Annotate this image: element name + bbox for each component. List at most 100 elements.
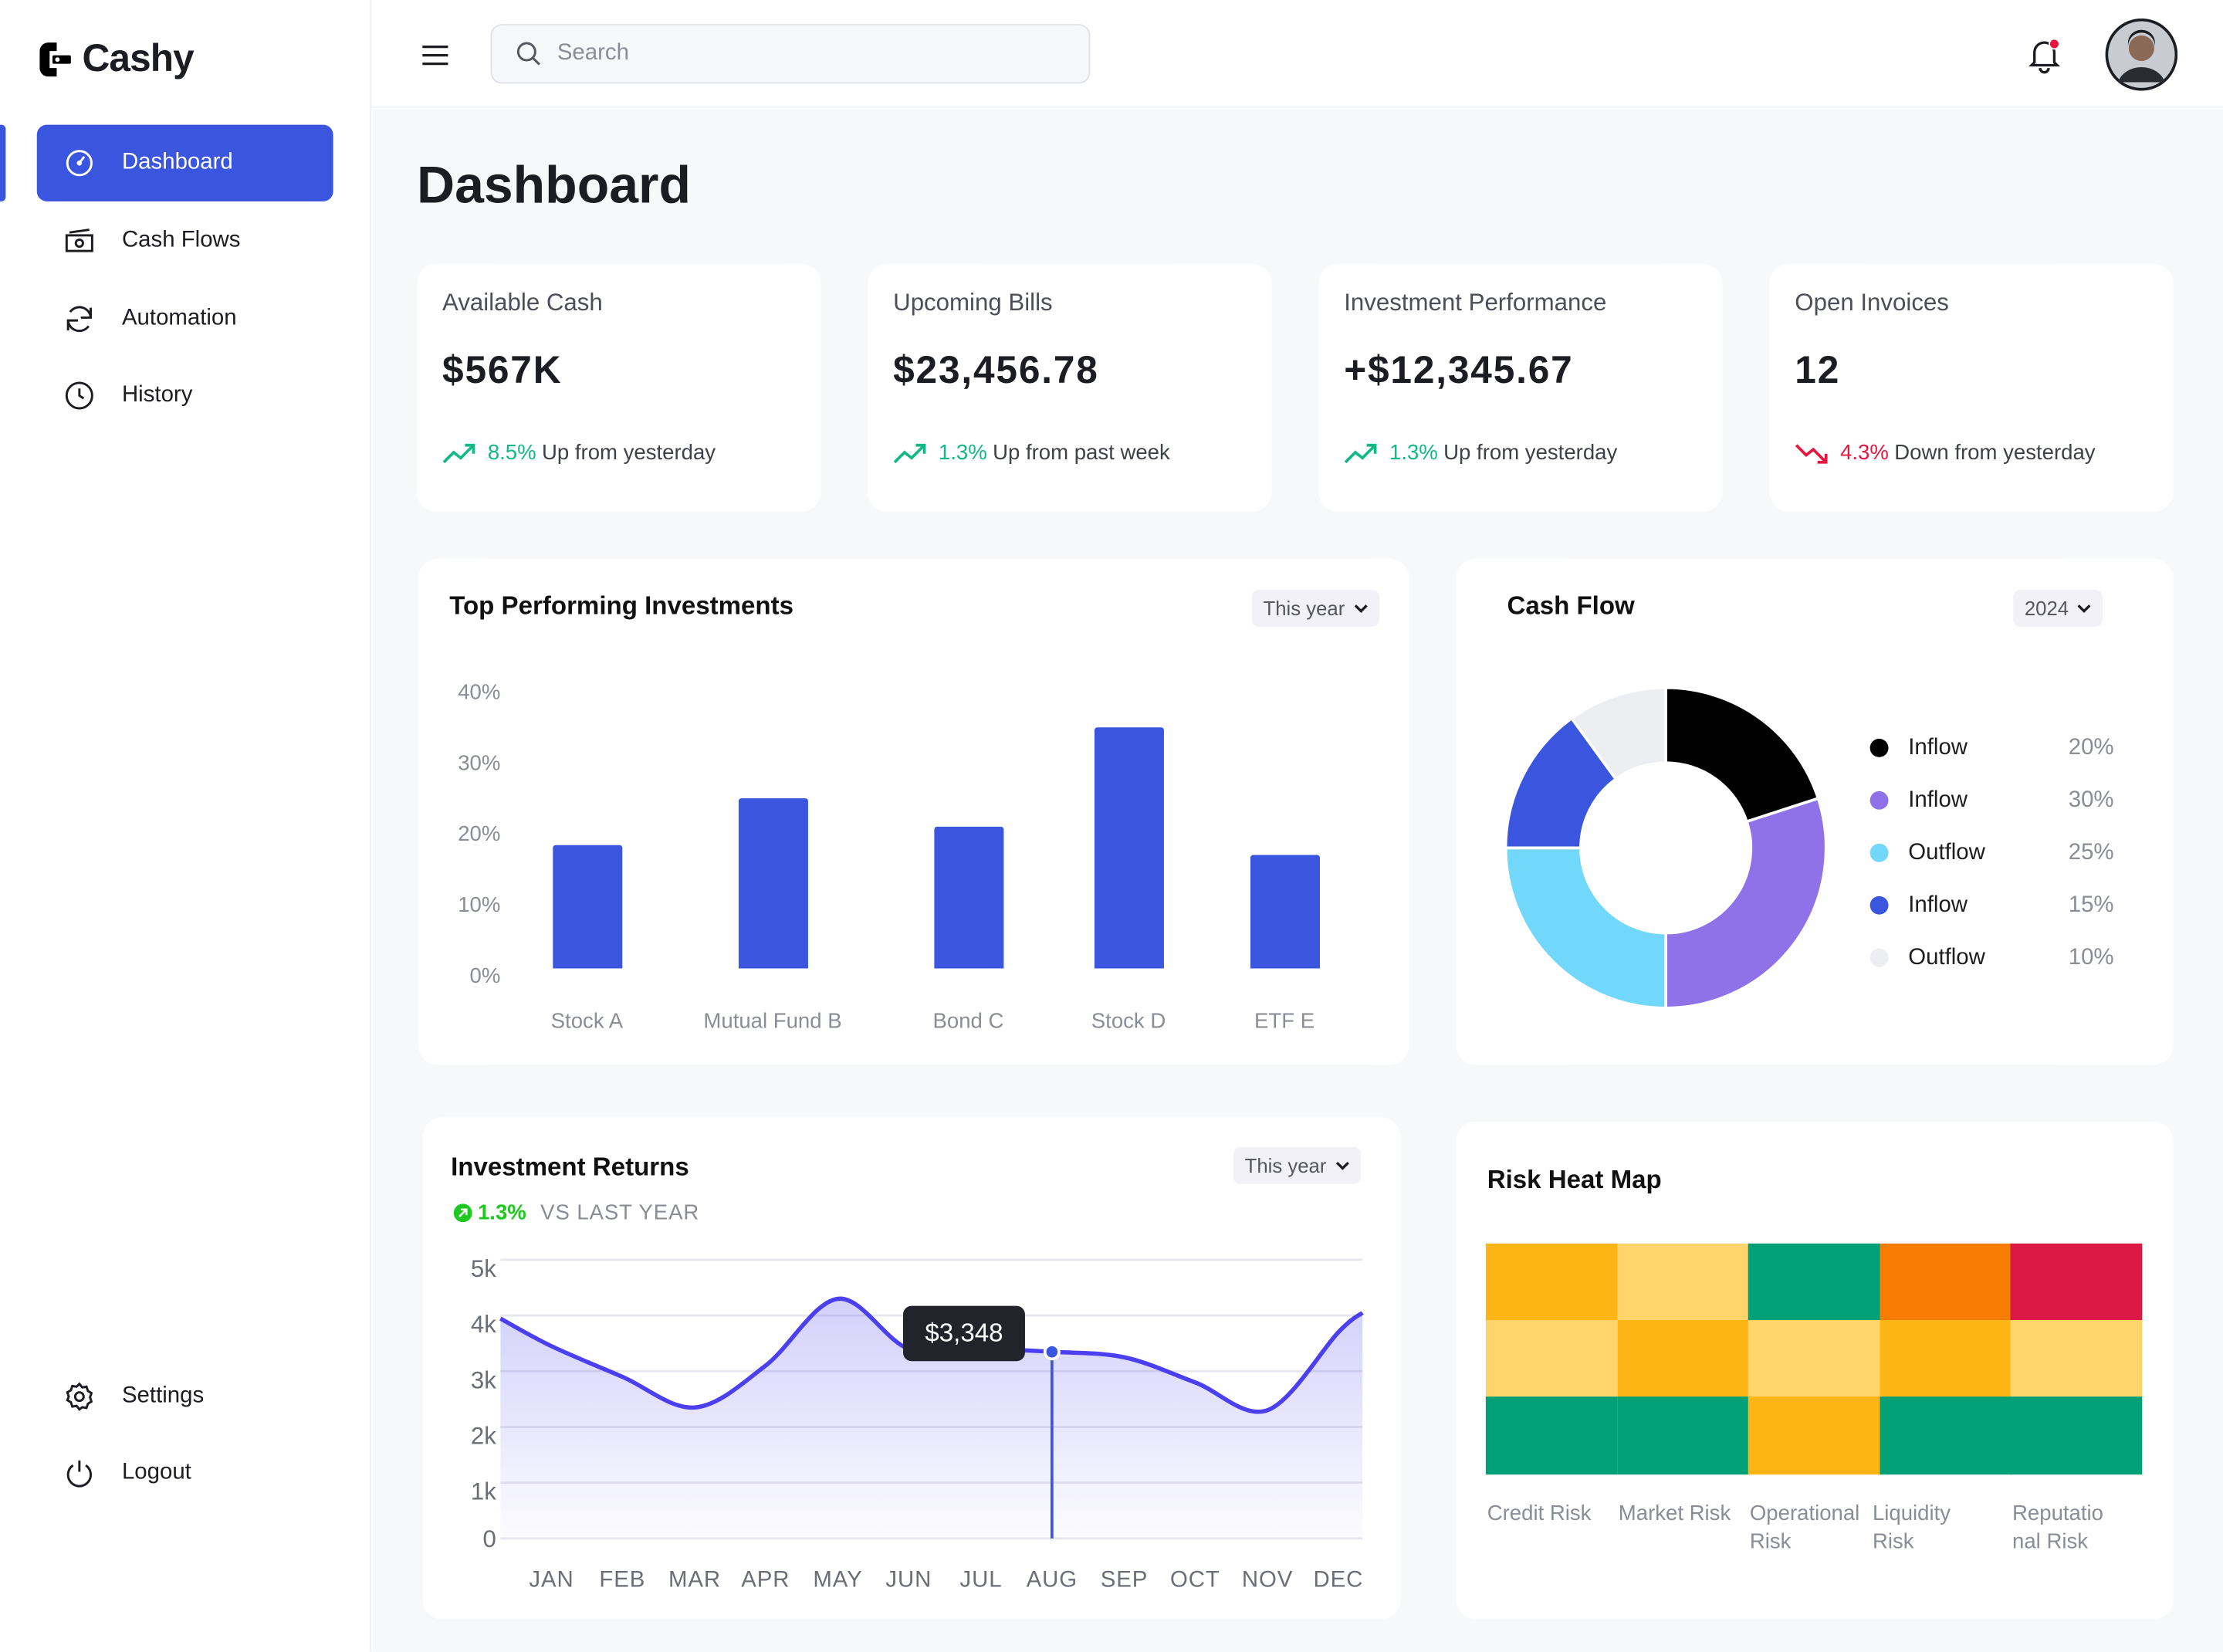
search-icon — [516, 42, 540, 66]
heat-cell[interactable] — [1616, 1243, 1749, 1321]
heat-cell[interactable] — [1616, 1319, 1749, 1398]
legend-label: Inflow — [1908, 892, 1968, 917]
app-logo[interactable]: Cashy — [37, 37, 195, 81]
label-line: Operational — [1749, 1501, 1860, 1526]
x-tick-label: SEP — [1101, 1566, 1149, 1592]
trend-up-icon — [893, 442, 926, 463]
x-tick-label: OCT — [1170, 1566, 1220, 1592]
y-tick-label: 0% — [469, 963, 501, 989]
bar[interactable] — [1094, 727, 1164, 969]
heat-cell[interactable] — [1880, 1396, 2012, 1474]
tooltip-value: $3,348 — [925, 1319, 1003, 1347]
legend-value: 15% — [2068, 892, 2114, 917]
y-tick-label: 0 — [482, 1525, 496, 1552]
period-dropdown[interactable]: This year — [1233, 1146, 1361, 1184]
period-dropdown[interactable]: This year — [1251, 590, 1379, 627]
sidebar-item-cash-flows[interactable]: Cash Flows — [37, 203, 333, 279]
search-input[interactable]: Search — [490, 24, 1091, 84]
x-tick-label: FEB — [599, 1566, 645, 1592]
heat-cell[interactable] — [2011, 1396, 2143, 1474]
x-tick-label: ETF E — [1254, 1009, 1315, 1034]
heat-cell[interactable] — [1880, 1243, 2012, 1321]
cashy-logo-icon — [39, 42, 71, 76]
panel-title: Top Performing Investments — [449, 591, 794, 620]
sidebar-item-logout[interactable]: Logout — [37, 1435, 333, 1512]
x-tick-label: Stock A — [550, 1009, 624, 1034]
panel-title: Risk Heat Map — [1487, 1165, 1662, 1194]
donut-slice[interactable] — [1664, 796, 1828, 1010]
legend-value: 30% — [2068, 787, 2114, 812]
heat-cell[interactable] — [1485, 1243, 1618, 1321]
bar[interactable] — [552, 844, 622, 969]
dropdown-value: 2024 — [2024, 597, 2069, 620]
top-investments-panel — [418, 558, 1409, 1065]
bell-icon[interactable] — [2025, 34, 2064, 76]
delta-value: 4.3% — [1840, 441, 1889, 465]
stat-value: 12 — [1795, 348, 1841, 391]
sidebar-item-dashboard[interactable]: Dashboard — [36, 124, 333, 201]
legend-swatch — [1869, 895, 1889, 915]
heat-cell[interactable] — [1485, 1319, 1618, 1398]
label-line: nal Risk — [2012, 1529, 2089, 1555]
x-tick-label: APR — [741, 1566, 790, 1592]
heat-cell[interactable] — [1485, 1396, 1618, 1474]
hamburger-menu-icon[interactable] — [420, 41, 451, 69]
bar[interactable] — [738, 798, 808, 969]
heat-column-label: Market Risk — [1619, 1500, 1749, 1528]
sidebar-item-label: Logout — [121, 1460, 191, 1485]
sidebar-item-settings[interactable]: Settings — [37, 1359, 333, 1435]
label-line: Risk — [1872, 1529, 1914, 1555]
x-tick-label: Bond C — [932, 1009, 1004, 1034]
heat-cell[interactable] — [1616, 1396, 1749, 1474]
avatar[interactable] — [2105, 18, 2178, 91]
cash-flow-donut — [1504, 686, 1828, 1010]
legend-value: 25% — [2068, 840, 2114, 865]
legend-label: Inflow — [1908, 787, 1968, 812]
sidebar-item-automation[interactable]: Automation — [37, 281, 333, 357]
donut-slice[interactable] — [1569, 686, 1667, 781]
sidebar-item-label: Automation — [121, 306, 237, 330]
heat-cell[interactable] — [1748, 1396, 1881, 1474]
legend-label: Outflow — [1908, 840, 1985, 865]
cash-icon — [65, 229, 93, 252]
returns-delta: 1.3% VS LAST YEAR — [453, 1200, 699, 1225]
stat-value: +$12,345.67 — [1344, 348, 1574, 391]
trend-up-circle-icon — [453, 1203, 472, 1223]
sidebar-item-label: Cash Flows — [121, 228, 241, 252]
trend-down-icon — [1795, 443, 1828, 463]
year-dropdown[interactable]: 2024 — [2013, 590, 2103, 627]
label-line: Credit Risk — [1487, 1501, 1592, 1526]
donut-slice[interactable] — [1664, 686, 1820, 824]
legend-item: Inflow 30% — [1869, 774, 2114, 827]
x-tick-label: DEC — [1313, 1566, 1363, 1592]
delta-value: 1.3% — [477, 1200, 526, 1225]
gauge-icon — [66, 150, 93, 177]
legend-item: Inflow 15% — [1869, 879, 2114, 932]
panel-title: Cash Flow — [1507, 591, 1635, 620]
sidebar-item-history[interactable]: History — [37, 357, 333, 434]
heat-cell[interactable] — [2011, 1319, 2143, 1398]
delta-text: Up from yesterday — [1443, 441, 1618, 465]
stat-delta: 1.3% Up from past week — [893, 441, 1246, 465]
legend-value: 10% — [2068, 945, 2114, 970]
gear-icon — [66, 1382, 93, 1411]
y-tick-label: 2k — [471, 1423, 496, 1450]
heat-cell[interactable] — [1880, 1319, 2012, 1398]
bar[interactable] — [1250, 855, 1320, 969]
chevron-down-icon — [1335, 1161, 1349, 1170]
stat-title: Investment Performance — [1344, 289, 1607, 317]
heat-cell[interactable] — [2011, 1243, 2143, 1321]
heat-cell[interactable] — [1748, 1243, 1881, 1321]
legend-item: Inflow 20% — [1869, 722, 2114, 774]
bar[interactable] — [933, 826, 1003, 969]
hover-point[interactable] — [1043, 1343, 1061, 1361]
search-placeholder: Search — [557, 41, 629, 66]
stat-title: Open Invoices — [1795, 289, 1949, 317]
donut-slice[interactable] — [1504, 846, 1667, 1010]
donut-slice[interactable] — [1504, 716, 1618, 850]
legend-swatch — [1869, 843, 1889, 862]
dropdown-value: This year — [1263, 597, 1345, 620]
delta-value: 1.3% — [938, 441, 987, 465]
x-tick-label: Mutual Fund B — [703, 1009, 842, 1034]
heat-cell[interactable] — [1748, 1319, 1881, 1398]
